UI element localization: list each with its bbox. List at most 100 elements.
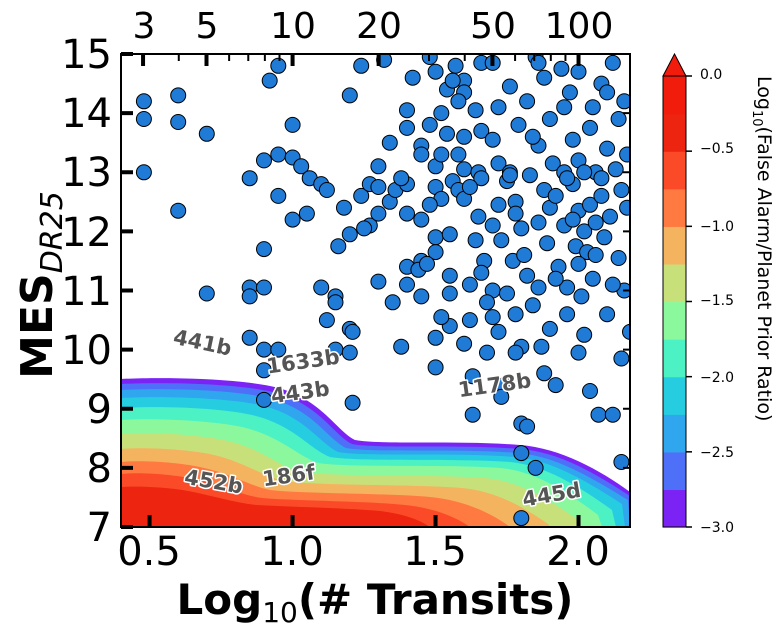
data-point	[547, 187, 564, 204]
data-point	[499, 285, 515, 302]
colorbar-swatch	[663, 113, 686, 152]
data-point	[439, 125, 455, 142]
data-point	[313, 279, 330, 296]
data-point	[493, 388, 510, 405]
data-point	[413, 146, 430, 163]
x-tick-label: 0.5	[117, 529, 181, 575]
data-point	[587, 214, 604, 231]
y-tick-label: 10	[61, 328, 112, 374]
data-point	[553, 60, 570, 77]
x-axis-title-suffix: (# Transits)	[298, 575, 574, 624]
data-point	[135, 93, 152, 110]
y-tick-label: 8	[87, 446, 112, 492]
data-point	[587, 247, 604, 263]
data-point	[490, 155, 507, 172]
data-point	[344, 323, 361, 340]
data-point	[541, 320, 558, 337]
data-point	[427, 329, 444, 346]
data-point	[530, 279, 547, 296]
data-point	[135, 111, 152, 127]
data-point	[501, 167, 518, 184]
data-point	[507, 344, 524, 361]
data-point	[470, 208, 487, 225]
y-tick-label: 12	[61, 210, 112, 256]
data-point	[261, 72, 278, 89]
data-point	[513, 510, 530, 527]
colorbar-swatch	[663, 301, 686, 340]
data-point	[284, 116, 301, 133]
data-point	[384, 294, 401, 311]
colorbar-swatch	[663, 376, 686, 415]
data-point	[602, 208, 618, 225]
data-point	[370, 158, 387, 175]
data-point	[473, 122, 490, 139]
top-tick-label: 5	[196, 6, 219, 47]
top-tick-labels: 3 5 10 20 50 100	[133, 6, 614, 47]
data-point	[298, 205, 315, 222]
y-tick-label: 11	[61, 269, 112, 315]
data-point	[427, 244, 444, 261]
data-point	[413, 288, 430, 305]
x-tick-label: 1.5	[403, 529, 467, 575]
data-point	[564, 131, 581, 148]
data-point	[484, 217, 501, 234]
data-point	[293, 158, 310, 175]
data-point	[433, 146, 450, 163]
top-tick-label: 100	[545, 6, 614, 47]
data-point	[513, 220, 530, 237]
data-point	[198, 285, 215, 302]
data-point	[198, 125, 215, 142]
colorbar-tick-label: −0.5	[700, 141, 734, 157]
colorbar-swatch	[663, 489, 686, 528]
data-point	[507, 306, 524, 323]
data-point	[519, 267, 536, 284]
data-point	[584, 270, 601, 287]
y-tick-labels: 7 8 9 10 11 12 13 14 15	[61, 32, 112, 551]
annotation-label: 441b	[171, 325, 234, 361]
data-point	[170, 87, 187, 104]
data-point	[590, 406, 607, 423]
top-tick-label: 20	[356, 6, 402, 47]
data-point	[256, 391, 272, 408]
data-point	[393, 170, 410, 187]
data-point	[521, 167, 538, 184]
data-point	[613, 182, 630, 198]
data-point	[610, 250, 627, 266]
data-point	[370, 179, 387, 195]
data-point	[544, 155, 561, 172]
colorbar-swatch	[663, 414, 686, 453]
y-tick-label: 7	[87, 505, 112, 551]
data-point	[484, 131, 501, 148]
data-point	[450, 93, 467, 110]
contour-layers	[121, 378, 630, 527]
data-point	[241, 170, 258, 187]
x-axis-title-subscript: 10	[262, 596, 298, 626]
data-point	[404, 69, 421, 86]
colorbar	[662, 52, 692, 528]
data-point	[484, 309, 501, 326]
y-tick-label: 9	[87, 387, 112, 433]
x-axis-title-prefix: Log	[177, 575, 263, 624]
data-point	[510, 116, 527, 133]
data-point	[524, 297, 541, 314]
data-point	[461, 179, 478, 195]
data-point	[270, 146, 287, 163]
data-point	[464, 368, 481, 385]
colorbar-tick-label: 0.0	[700, 67, 722, 83]
data-point	[570, 63, 587, 80]
data-point	[427, 229, 444, 246]
data-point	[559, 306, 576, 323]
axis-ticks	[121, 52, 630, 529]
colorbar-tick-labels: 0.0 −0.5 −1.0 −1.5 −2.0 −2.5 −3.0	[700, 67, 734, 536]
data-point	[456, 128, 473, 145]
data-point	[622, 323, 630, 340]
data-point	[270, 57, 287, 74]
data-point	[593, 170, 610, 187]
data-point	[327, 294, 344, 311]
colorbar-tick-label: −1.0	[700, 219, 734, 235]
colorbar-extend-arrow	[662, 52, 687, 77]
colorbar-label-subscript: 10	[749, 110, 764, 127]
data-point	[473, 264, 490, 281]
data-point	[536, 69, 553, 86]
